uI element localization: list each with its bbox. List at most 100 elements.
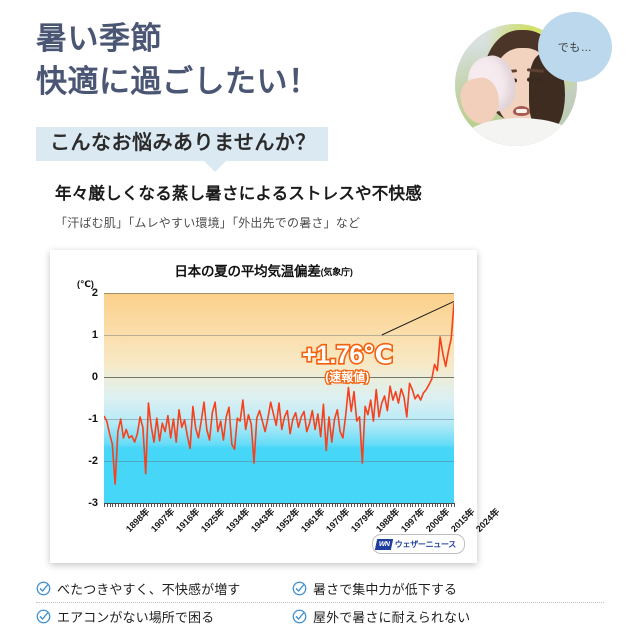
tickmark	[426, 503, 428, 507]
tickmark	[365, 503, 367, 507]
tickmark	[306, 503, 308, 507]
tickmark	[415, 503, 417, 507]
tickmark	[201, 503, 203, 507]
tickmark	[198, 503, 200, 507]
tickmark	[251, 503, 253, 507]
tickmark	[170, 503, 172, 507]
plot-top-border	[104, 293, 454, 294]
tickmark	[137, 503, 139, 507]
gridline	[104, 419, 454, 420]
tickmark	[270, 503, 272, 507]
tickmark	[362, 503, 364, 507]
chart-title-source: (気象庁)	[320, 267, 353, 277]
tickmark	[173, 503, 175, 507]
tickmark	[331, 503, 333, 507]
tickmark	[109, 503, 111, 507]
x-axis-tick-label: 2006年	[423, 506, 452, 535]
tickmark	[304, 503, 305, 507]
lead-headline: 年々厳しくなる蒸し暑さによるストレスや不快感	[55, 185, 422, 203]
tickmark	[265, 503, 267, 507]
tickmark	[215, 503, 217, 507]
checklist-row: べたつきやすく、不快感が増す 暑さで集中力が低下する	[36, 575, 604, 603]
tickmark	[420, 503, 422, 507]
tickmark	[315, 503, 317, 507]
tickmark	[220, 503, 222, 507]
tickmark	[348, 503, 350, 507]
tickmark	[165, 503, 167, 507]
tickmark	[115, 503, 117, 507]
tickmark	[204, 503, 205, 507]
check-circle-icon	[36, 609, 51, 624]
tickmark	[404, 503, 405, 507]
tickmark	[140, 503, 142, 507]
x-axis-tick-label: 1943年	[248, 506, 277, 535]
tickmark	[381, 503, 383, 507]
y-axis-tick-label: 2	[91, 287, 98, 299]
tickmark	[298, 503, 300, 507]
tickmark	[320, 503, 322, 507]
tickmark	[412, 503, 414, 507]
speech-bubble-label: でも…	[557, 42, 593, 54]
tickmark	[240, 503, 242, 507]
tickmark	[379, 503, 380, 507]
tickmark	[323, 503, 325, 507]
weathernews-logo: WN ウェザーニュース	[371, 534, 465, 554]
tickmark	[276, 503, 278, 507]
tickmark	[179, 503, 180, 507]
tickmark	[434, 503, 436, 507]
tickmark	[451, 503, 453, 507]
tickmark	[312, 503, 314, 507]
tickmark	[259, 503, 261, 507]
check-circle-icon	[36, 581, 51, 596]
tickmark	[390, 503, 392, 507]
wn-logo-text: ウェザーニュース	[394, 539, 457, 549]
tickmark	[437, 503, 439, 507]
question-band-wrapper: こんなお悩みありませんか？	[36, 127, 328, 172]
tickmark	[406, 503, 408, 507]
tickmark	[209, 503, 211, 507]
tickmark	[392, 503, 394, 507]
tickmark	[245, 503, 247, 507]
checklist-row: エアコンがない場所で困る 屋外で暑さに耐えられない	[36, 603, 604, 630]
list-item: 屋外で暑さに耐えられない	[292, 607, 470, 626]
tickmark	[359, 503, 361, 507]
tickmark	[429, 503, 430, 507]
tickmark	[376, 503, 378, 507]
tickmark	[334, 503, 336, 507]
tickmark	[217, 503, 219, 507]
tickmark	[431, 503, 433, 507]
chart-title-main: 日本の夏の平均気温偏差	[174, 264, 321, 279]
question-band: こんなお悩みありませんか？	[36, 127, 328, 161]
tickmark	[329, 503, 330, 507]
pain-point-checklist: べたつきやすく、不快感が増す 暑さで集中力が低下する エアコンがない場所で困る …	[36, 575, 604, 630]
tickmark	[351, 503, 353, 507]
tickmark	[131, 503, 133, 507]
tickmark	[454, 503, 455, 507]
tickmark	[212, 503, 214, 507]
y-axis-tick-label: 1	[91, 329, 98, 341]
tickmark	[309, 503, 311, 507]
list-item-label: 暑さで集中力が低下する	[313, 582, 458, 597]
tickmark	[142, 503, 144, 507]
speech-bubble: でも…	[538, 12, 612, 82]
lead-subtext: 「汗ばむ肌」「ムレやすい環境」「外出先での暑さ」など	[55, 216, 361, 230]
tickmark	[223, 503, 225, 507]
tickmark	[226, 503, 228, 507]
tickmark	[151, 503, 153, 507]
tickmark	[409, 503, 411, 507]
tickmark	[448, 503, 450, 507]
x-axis-tick-label: 1925年	[198, 506, 227, 535]
list-item-label: べたつきやすく、不快感が増す	[57, 582, 241, 597]
tickmark	[190, 503, 192, 507]
tickmark	[206, 503, 208, 507]
list-item: エアコンがない場所で困る	[36, 607, 292, 626]
chart-card: 日本の夏の平均気温偏差(気象庁) (℃) 2 1 0 -1 -2 -3 +1.76℃ (速…	[50, 250, 502, 563]
tickmark	[301, 503, 303, 507]
tickmark	[287, 503, 289, 507]
chart-plot-background	[104, 293, 455, 507]
tickmark	[126, 503, 128, 507]
tickmark	[134, 503, 136, 507]
x-axis-tick-label: 1898年	[123, 506, 152, 535]
tickmark	[195, 503, 197, 507]
tickmark	[159, 503, 161, 507]
